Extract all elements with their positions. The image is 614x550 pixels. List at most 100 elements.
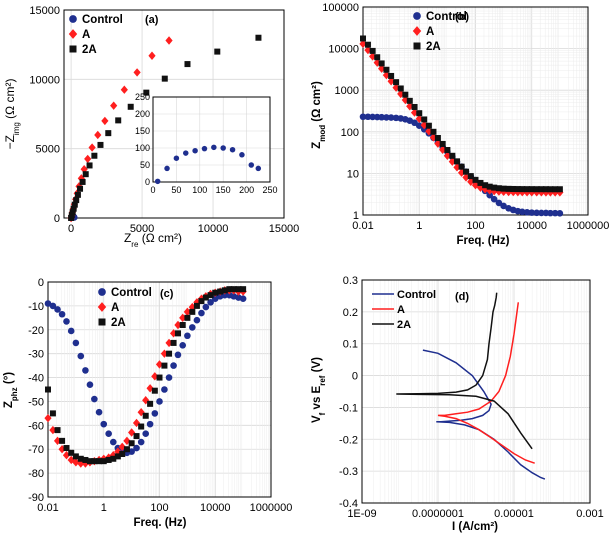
data-point xyxy=(133,68,141,77)
x-tick-label: 15000 xyxy=(269,223,300,235)
data-point xyxy=(143,89,150,96)
data-point xyxy=(97,141,104,148)
data-point xyxy=(411,103,418,110)
data-point xyxy=(174,330,181,337)
data-point xyxy=(495,199,503,207)
plot-frame xyxy=(362,6,589,216)
inset-data-point xyxy=(201,145,208,152)
data-point xyxy=(45,386,51,393)
data-point xyxy=(73,197,80,204)
data-point xyxy=(402,91,409,98)
y-tick-label: 0 xyxy=(54,213,60,225)
data-point xyxy=(462,173,470,182)
y-tick-label: 0.1 xyxy=(343,339,358,351)
data-point xyxy=(100,458,107,465)
x-tick-label: 0.01 xyxy=(352,220,373,232)
x-tick-label: 10000 xyxy=(516,220,547,232)
legend-label: Control xyxy=(397,289,436,301)
data-point xyxy=(69,209,76,216)
inset-y-tick-label: 150 xyxy=(135,126,150,136)
data-point xyxy=(166,350,173,357)
series-2a xyxy=(396,292,533,450)
x-tick-label: 0 xyxy=(68,223,74,235)
data-point xyxy=(109,438,117,446)
data-point xyxy=(44,413,52,423)
y-tick-label: 0 xyxy=(352,371,358,383)
legend-label: 2A xyxy=(397,319,411,331)
data-point xyxy=(556,186,563,193)
data-point xyxy=(165,374,173,381)
data-point xyxy=(170,362,177,369)
data-point xyxy=(91,395,98,403)
legend: Control A 2A xyxy=(412,11,467,53)
inset-x-tick-label: 0 xyxy=(150,185,155,195)
data-point xyxy=(364,113,372,121)
inset-x-tick-label: 200 xyxy=(239,185,254,195)
y-tick-label: 5000 xyxy=(36,144,60,156)
data-point xyxy=(202,294,209,301)
legend: Control A 2A xyxy=(372,289,436,331)
data-point xyxy=(397,89,405,99)
data-point xyxy=(551,209,559,217)
data-point xyxy=(68,212,75,219)
x-tick-label: 1000000 xyxy=(250,502,293,514)
panel-d: 0.3 0.2 0.1 0 -0.1 -0.2 -0.3 -0.41E-09 0.0000001… xyxy=(311,275,604,533)
data-point xyxy=(255,34,262,41)
data-point xyxy=(482,182,489,189)
data-point xyxy=(477,179,484,186)
data-point xyxy=(383,66,390,73)
x-tick-label: 1 xyxy=(416,220,422,232)
series-a xyxy=(437,302,535,464)
data-point xyxy=(523,188,531,197)
data-point xyxy=(463,168,470,175)
data-point xyxy=(509,187,517,197)
data-point xyxy=(556,209,564,217)
inset-y-tick-label: 250 xyxy=(135,92,150,102)
y-tick-label: 0.3 xyxy=(343,275,358,287)
data-point xyxy=(505,185,512,192)
data-point xyxy=(523,209,531,216)
data-point xyxy=(221,287,228,294)
inset-y-tick-label: 50 xyxy=(140,160,150,170)
data-point xyxy=(72,458,80,467)
data-point xyxy=(95,408,103,416)
y-tick-label: -90 xyxy=(28,492,44,504)
data-point xyxy=(114,453,121,460)
data-point xyxy=(119,451,126,457)
y-tick-label: -0.2 xyxy=(339,434,358,446)
data-point xyxy=(155,360,164,369)
data-point xyxy=(63,318,70,325)
data-point xyxy=(444,147,451,154)
data-point xyxy=(91,458,98,465)
data-point xyxy=(397,85,404,92)
data-point xyxy=(70,205,77,212)
data-point xyxy=(514,186,521,193)
legend-marker xyxy=(98,318,106,326)
x-tick-label: 10000 xyxy=(200,502,231,514)
plot-frame xyxy=(63,9,285,219)
data-point xyxy=(101,116,109,126)
legend-label: 2A xyxy=(426,41,441,53)
inset-data-point xyxy=(211,144,217,151)
data-point xyxy=(82,456,89,463)
x-axis-label: I (A/cm²) xyxy=(452,521,498,533)
data-point xyxy=(369,52,377,61)
data-point xyxy=(510,185,517,192)
data-point xyxy=(120,85,128,94)
series-2a xyxy=(68,34,262,221)
y-axis-label: Vf vs Eref (V) xyxy=(311,357,327,423)
legend: Control A 2A xyxy=(68,14,123,56)
data-point xyxy=(138,423,145,430)
series-line-2a xyxy=(396,292,533,450)
x-axis-label: Zre (Ω cm²) xyxy=(124,231,182,249)
data-point xyxy=(49,302,57,310)
y-tick-label: 100000 xyxy=(322,2,359,14)
data-point xyxy=(105,456,112,463)
legend-marker xyxy=(69,45,77,53)
data-point xyxy=(538,209,545,217)
inset-data-point xyxy=(183,150,189,156)
data-point xyxy=(72,453,79,460)
inset-y-tick-label: 100 xyxy=(135,143,150,153)
